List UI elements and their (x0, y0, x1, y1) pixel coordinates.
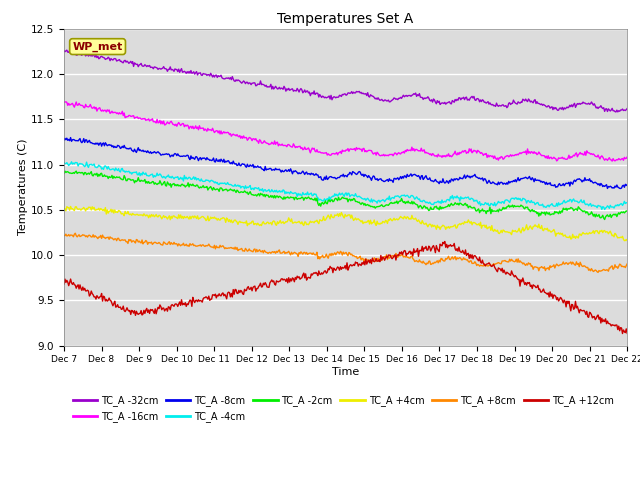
TC_A -8cm (67, 135, 74, 141)
X-axis label: Time: Time (332, 367, 359, 377)
TC_A +8cm (72, 230, 79, 236)
TC_A -2cm (393, 198, 401, 204)
TC_A -4cm (68, 159, 76, 165)
TC_A -4cm (316, 196, 324, 202)
TC_A -32cm (612, 109, 620, 115)
TC_A -16cm (316, 149, 324, 155)
TC_A +4cm (485, 224, 493, 230)
Line: TC_A -8cm: TC_A -8cm (64, 138, 627, 189)
TC_A -8cm (206, 157, 214, 163)
TC_A -2cm (623, 208, 631, 214)
TC_A -4cm (437, 201, 445, 206)
Line: TC_A +8cm: TC_A +8cm (64, 233, 627, 272)
TC_A -4cm (60, 160, 68, 166)
TC_A -8cm (393, 176, 401, 181)
TC_A +12cm (160, 305, 168, 311)
Text: WP_met: WP_met (72, 41, 123, 52)
TC_A +12cm (485, 260, 493, 265)
TC_A +4cm (60, 205, 68, 211)
TC_A +12cm (392, 257, 400, 263)
TC_A +4cm (393, 216, 401, 222)
Line: TC_A +4cm: TC_A +4cm (64, 206, 627, 240)
TC_A -32cm (485, 101, 493, 107)
TC_A -8cm (437, 180, 445, 185)
TC_A -32cm (60, 48, 68, 54)
TC_A +4cm (437, 224, 445, 230)
TC_A -16cm (485, 154, 493, 160)
TC_A -2cm (161, 179, 168, 184)
TC_A -4cm (601, 206, 609, 212)
TC_A +8cm (206, 243, 214, 249)
TC_A -32cm (63, 47, 70, 53)
TC_A -2cm (316, 201, 324, 206)
TC_A -16cm (393, 152, 401, 158)
TC_A -2cm (206, 185, 214, 191)
TC_A -8cm (623, 181, 631, 187)
TC_A -4cm (623, 200, 631, 205)
TC_A +8cm (60, 233, 68, 239)
TC_A +4cm (621, 238, 628, 243)
Title: Temperatures Set A: Temperatures Set A (278, 12, 413, 26)
Line: TC_A -4cm: TC_A -4cm (64, 162, 627, 209)
TC_A -4cm (206, 179, 214, 185)
TC_A -16cm (60, 99, 68, 105)
TC_A +12cm (441, 239, 449, 244)
TC_A -2cm (61, 168, 68, 174)
TC_A +8cm (393, 252, 401, 258)
TC_A -8cm (316, 174, 324, 180)
TC_A +8cm (623, 261, 631, 267)
TC_A -4cm (393, 193, 401, 199)
Line: TC_A -32cm: TC_A -32cm (64, 50, 627, 112)
TC_A +4cm (316, 217, 324, 223)
TC_A -8cm (60, 137, 68, 143)
Line: TC_A +12cm: TC_A +12cm (64, 241, 627, 334)
TC_A +12cm (205, 293, 212, 299)
TC_A +8cm (316, 256, 324, 262)
TC_A +12cm (619, 331, 627, 336)
TC_A -32cm (161, 66, 168, 72)
TC_A -16cm (161, 122, 168, 128)
TC_A -32cm (393, 96, 401, 102)
TC_A +12cm (315, 268, 323, 274)
TC_A +8cm (161, 240, 168, 246)
TC_A +4cm (623, 238, 631, 243)
TC_A +12cm (436, 241, 444, 247)
TC_A -2cm (60, 170, 68, 176)
TC_A -2cm (485, 208, 493, 214)
TC_A -32cm (437, 101, 445, 107)
TC_A +12cm (623, 330, 631, 336)
TC_A -8cm (161, 151, 168, 157)
TC_A +4cm (161, 215, 168, 220)
TC_A -32cm (206, 73, 214, 79)
TC_A +8cm (594, 269, 602, 275)
TC_A -8cm (485, 178, 493, 183)
TC_A -16cm (608, 158, 616, 164)
TC_A -4cm (485, 203, 493, 208)
TC_A +4cm (206, 216, 214, 222)
TC_A +12cm (60, 281, 68, 287)
TC_A -32cm (316, 92, 324, 97)
TC_A -16cm (206, 127, 214, 132)
TC_A +4cm (67, 204, 74, 209)
TC_A -16cm (623, 154, 631, 160)
Y-axis label: Temperatures (C): Temperatures (C) (19, 139, 28, 236)
TC_A +8cm (437, 255, 445, 261)
TC_A -16cm (437, 153, 445, 159)
TC_A -16cm (62, 99, 70, 105)
Line: TC_A -16cm: TC_A -16cm (64, 102, 627, 161)
TC_A +8cm (485, 263, 493, 268)
TC_A -2cm (437, 206, 445, 212)
TC_A -8cm (617, 186, 625, 192)
Line: TC_A -2cm: TC_A -2cm (64, 171, 627, 219)
TC_A -32cm (623, 106, 631, 111)
Legend: TC_A -32cm, TC_A -16cm, TC_A -8cm, TC_A -4cm, TC_A -2cm, TC_A +4cm, TC_A +8cm, T: TC_A -32cm, TC_A -16cm, TC_A -8cm, TC_A … (69, 392, 618, 426)
TC_A -4cm (161, 174, 168, 180)
TC_A -2cm (601, 216, 609, 222)
